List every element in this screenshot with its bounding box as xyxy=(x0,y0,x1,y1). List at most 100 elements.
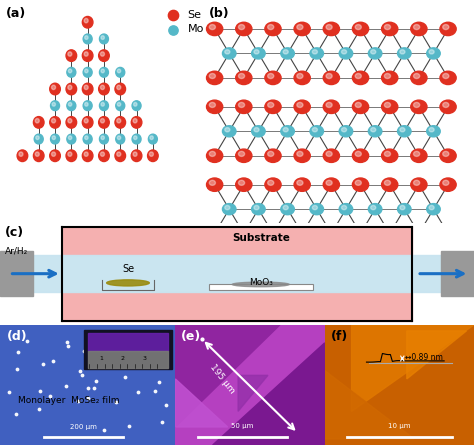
Circle shape xyxy=(83,101,92,110)
Circle shape xyxy=(238,102,245,107)
Point xyxy=(100,427,108,434)
Circle shape xyxy=(117,102,121,106)
Text: Ar/H₂: Ar/H₂ xyxy=(5,247,28,256)
Text: Se: Se xyxy=(122,263,134,274)
Point xyxy=(35,405,43,412)
Circle shape xyxy=(368,125,382,137)
Circle shape xyxy=(66,150,77,162)
Circle shape xyxy=(100,52,104,56)
Circle shape xyxy=(413,102,419,107)
Circle shape xyxy=(341,50,346,54)
Text: (f): (f) xyxy=(331,330,348,343)
Circle shape xyxy=(429,206,434,210)
Circle shape xyxy=(50,150,60,162)
Circle shape xyxy=(100,152,104,156)
Point xyxy=(62,383,69,390)
Circle shape xyxy=(265,71,281,85)
Circle shape xyxy=(297,73,303,78)
Circle shape xyxy=(429,128,434,132)
Circle shape xyxy=(238,229,245,234)
Circle shape xyxy=(323,100,339,113)
Text: 1: 1 xyxy=(99,356,103,361)
Polygon shape xyxy=(238,375,268,411)
Circle shape xyxy=(85,136,88,140)
Circle shape xyxy=(384,73,391,78)
Text: 10 μm: 10 μm xyxy=(388,423,410,429)
Circle shape xyxy=(297,151,303,156)
Circle shape xyxy=(148,134,157,144)
Circle shape xyxy=(398,48,411,59)
Circle shape xyxy=(35,118,39,123)
Circle shape xyxy=(207,22,223,36)
Circle shape xyxy=(281,125,294,137)
Circle shape xyxy=(294,227,310,240)
Circle shape xyxy=(85,102,88,106)
Point xyxy=(49,358,56,365)
Circle shape xyxy=(297,180,303,185)
Circle shape xyxy=(68,118,72,123)
Text: Monolayer  MoSe₂ film: Monolayer MoSe₂ film xyxy=(18,396,119,405)
Circle shape xyxy=(310,125,324,137)
Circle shape xyxy=(353,178,369,191)
Circle shape xyxy=(134,136,137,140)
Circle shape xyxy=(339,125,353,137)
Circle shape xyxy=(67,67,76,77)
Polygon shape xyxy=(352,325,474,411)
Point xyxy=(64,342,72,349)
Circle shape xyxy=(117,136,121,140)
Circle shape xyxy=(50,83,60,95)
Circle shape xyxy=(384,24,391,29)
Point xyxy=(84,394,91,401)
Circle shape xyxy=(222,204,236,214)
Circle shape xyxy=(68,69,72,73)
Circle shape xyxy=(252,204,265,214)
Circle shape xyxy=(326,24,332,29)
Circle shape xyxy=(19,152,23,156)
Circle shape xyxy=(236,100,252,113)
Circle shape xyxy=(67,101,76,110)
Text: 3: 3 xyxy=(143,356,146,361)
Point xyxy=(92,378,100,385)
Circle shape xyxy=(440,149,456,162)
Circle shape xyxy=(238,73,245,78)
Circle shape xyxy=(207,100,223,113)
Point xyxy=(14,348,22,356)
Circle shape xyxy=(210,73,216,78)
Circle shape xyxy=(323,178,339,191)
Circle shape xyxy=(413,73,419,78)
Circle shape xyxy=(297,229,303,234)
Circle shape xyxy=(384,180,391,185)
Circle shape xyxy=(413,180,419,185)
Circle shape xyxy=(236,22,252,36)
Circle shape xyxy=(384,151,391,156)
Circle shape xyxy=(294,149,310,162)
Circle shape xyxy=(101,69,104,73)
Circle shape xyxy=(268,180,274,185)
Circle shape xyxy=(339,48,353,59)
Circle shape xyxy=(326,229,332,234)
Circle shape xyxy=(443,24,449,29)
Circle shape xyxy=(254,206,259,210)
Circle shape xyxy=(440,178,456,191)
Circle shape xyxy=(210,180,216,185)
Circle shape xyxy=(52,85,55,89)
Circle shape xyxy=(371,128,376,132)
Circle shape xyxy=(67,134,76,144)
Circle shape xyxy=(225,128,230,132)
Circle shape xyxy=(99,150,109,162)
Circle shape xyxy=(116,101,125,110)
Text: MoO₃: MoO₃ xyxy=(249,278,273,287)
Circle shape xyxy=(294,178,310,191)
Circle shape xyxy=(265,22,281,36)
Point xyxy=(113,360,121,367)
Circle shape xyxy=(82,50,93,61)
Circle shape xyxy=(147,150,158,162)
Point xyxy=(76,368,83,375)
Circle shape xyxy=(283,206,288,210)
Text: (b): (b) xyxy=(209,7,230,20)
Circle shape xyxy=(99,83,109,95)
Circle shape xyxy=(100,101,109,110)
Point xyxy=(74,397,82,405)
Circle shape xyxy=(68,52,72,56)
Circle shape xyxy=(355,102,361,107)
